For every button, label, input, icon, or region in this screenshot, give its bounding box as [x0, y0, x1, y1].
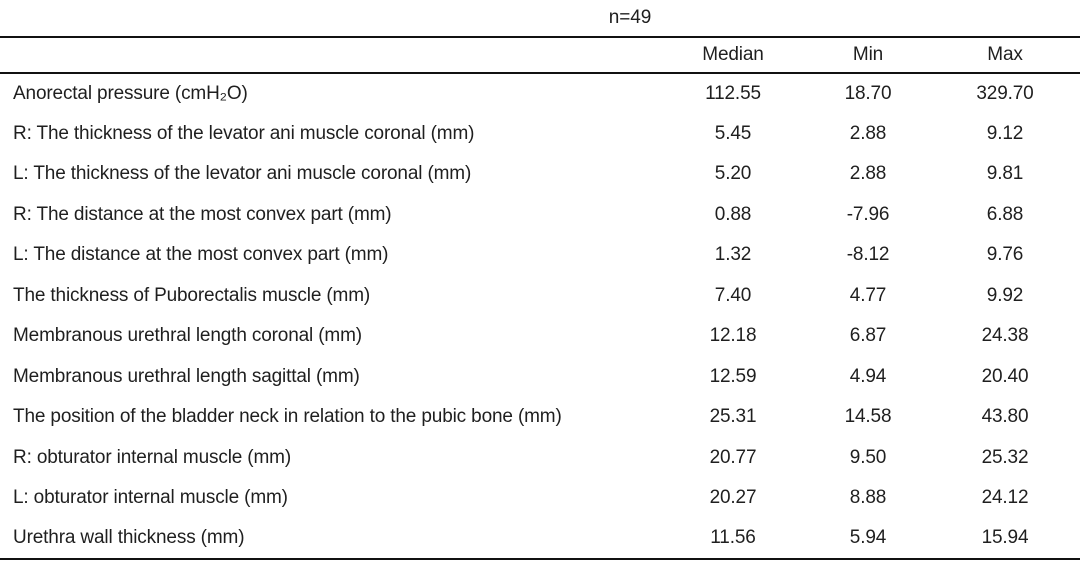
table-header: Median Min Max	[0, 37, 1080, 73]
min-value: 2.88	[849, 122, 887, 144]
row-label: Membranous urethral length sagittal (mm)	[13, 365, 360, 387]
median-value: 5.45	[714, 122, 752, 144]
table-row: The thickness of Puborectalis muscle (mm…	[0, 276, 1080, 317]
table-row: Anorectal pressure (cmH₂O) 112.55 18.70 …	[0, 73, 1080, 114]
table-title-row: n=49	[0, 0, 1080, 36]
row-label: R: obturator internal muscle (mm)	[13, 446, 292, 468]
row-label: L: obturator internal muscle (mm)	[13, 487, 288, 509]
max-value: 9.12	[986, 122, 1024, 144]
table-body: Anorectal pressure (cmH₂O) 112.55 18.70 …	[0, 73, 1080, 559]
median-value: 20.77	[709, 446, 757, 468]
row-label: L: The thickness of the levator ani musc…	[13, 163, 472, 185]
measurements-table: Median Min Max Anorectal pressure (cmH₂O…	[0, 36, 1080, 560]
row-label: The thickness of Puborectalis muscle (mm…	[13, 284, 371, 306]
column-header-min: Min	[852, 44, 884, 65]
table-title: n=49	[608, 7, 652, 28]
min-value: 18.70	[844, 82, 892, 104]
row-label: R: The distance at the most convex part …	[13, 203, 392, 225]
row-label: R: The thickness of the levator ani musc…	[13, 122, 475, 144]
table-row: R: obturator internal muscle (mm) 20.77 …	[0, 438, 1080, 479]
median-value: 12.59	[709, 365, 757, 387]
table-row: L: The distance at the most convex part …	[0, 235, 1080, 276]
median-value: 12.18	[709, 325, 757, 347]
max-value: 6.88	[986, 203, 1024, 225]
max-value: 24.38	[981, 325, 1029, 347]
max-value: 24.12	[981, 487, 1029, 509]
min-value: -7.96	[846, 203, 890, 225]
median-value: 25.31	[709, 406, 757, 428]
row-label: Anorectal pressure (cmH₂O)	[13, 82, 248, 104]
row-label: The position of the bladder neck in rela…	[13, 406, 562, 428]
max-value: 9.76	[986, 244, 1024, 266]
max-value: 329.70	[976, 82, 1034, 104]
column-header-max: Max	[987, 44, 1023, 65]
median-value: 5.20	[714, 163, 752, 185]
max-value: 9.92	[986, 284, 1024, 306]
table-row: Membranous urethral length sagittal (mm)…	[0, 357, 1080, 398]
max-value: 25.32	[981, 446, 1029, 468]
median-value: 7.40	[714, 284, 752, 306]
max-value: 9.81	[986, 163, 1024, 185]
min-value: 2.88	[849, 163, 887, 185]
table-row: Membranous urethral length coronal (mm) …	[0, 316, 1080, 357]
header-row: Median Min Max	[0, 37, 1080, 73]
median-value: 11.56	[710, 527, 756, 549]
row-label: L: The distance at the most convex part …	[13, 244, 389, 266]
row-label: Urethra wall thickness (mm)	[13, 527, 245, 549]
max-value: 43.80	[981, 406, 1029, 428]
table-row: L: obturator internal muscle (mm) 20.27 …	[0, 478, 1080, 519]
column-header-median: Median	[702, 44, 764, 65]
table-row: R: The distance at the most convex part …	[0, 195, 1080, 236]
max-value: 15.94	[981, 527, 1029, 549]
min-value: 8.88	[849, 487, 887, 509]
table-row: The position of the bladder neck in rela…	[0, 397, 1080, 438]
min-value: 4.94	[849, 365, 887, 387]
min-value: -8.12	[846, 244, 890, 266]
table-row: Urethra wall thickness (mm) 11.56 5.94 1…	[0, 519, 1080, 560]
median-value: 20.27	[709, 487, 757, 509]
max-value: 20.40	[981, 365, 1029, 387]
table-row: L: The thickness of the levator ani musc…	[0, 154, 1080, 195]
median-value: 1.32	[714, 244, 752, 266]
min-value: 5.94	[849, 527, 887, 549]
row-label: Membranous urethral length coronal (mm)	[13, 325, 362, 347]
median-value: 0.88	[714, 203, 752, 225]
corner-cell-empty	[0, 37, 660, 73]
table-row: R: The thickness of the levator ani musc…	[0, 114, 1080, 155]
min-value: 6.87	[849, 325, 887, 347]
min-value: 4.77	[849, 284, 887, 306]
min-value: 14.58	[844, 406, 892, 428]
min-value: 9.50	[849, 446, 887, 468]
median-value: 112.55	[705, 82, 761, 104]
